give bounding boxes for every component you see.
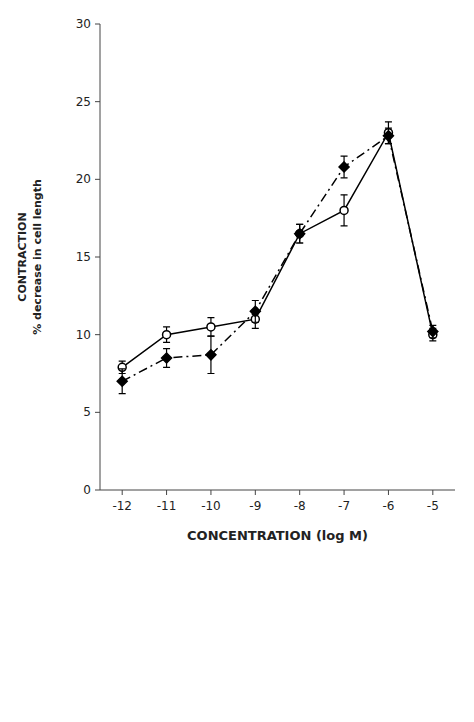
point-marker <box>250 306 260 316</box>
error-bar-cap <box>163 342 170 343</box>
point-marker <box>206 350 216 360</box>
point-marker <box>428 327 438 337</box>
y-tick-label: 15 <box>76 250 91 264</box>
error-bar-cap <box>252 328 259 329</box>
y-tick <box>95 101 100 102</box>
error-bar-cap <box>119 393 126 394</box>
y-tick-label: 5 <box>83 405 91 419</box>
error-bar-cap <box>119 368 126 369</box>
error-bar-cap <box>207 336 214 337</box>
error-bar-cap <box>341 177 348 178</box>
point-marker <box>117 376 127 386</box>
y-tick <box>95 24 100 25</box>
error-bar-cap <box>385 121 392 122</box>
y-tick-label: 20 <box>76 172 91 186</box>
error-bar-cap <box>119 360 126 361</box>
y-tick <box>95 257 100 258</box>
x-tick <box>344 490 345 495</box>
y-tick-label: 30 <box>76 17 91 31</box>
error-bar-cap <box>296 242 303 243</box>
y-axis-label-line: % decrease in cell length <box>31 179 44 335</box>
error-bar-cap <box>296 224 303 225</box>
x-tick <box>388 490 389 495</box>
error-bar-cap <box>341 194 348 195</box>
point-marker <box>339 162 349 172</box>
series-0 <box>118 122 437 374</box>
x-tick <box>255 490 256 495</box>
error-bar-cap <box>207 373 214 374</box>
series-line <box>122 133 433 368</box>
error-bar-cap <box>385 143 392 144</box>
x-tick <box>210 490 211 495</box>
error-bar-cap <box>163 326 170 327</box>
error-bar-cap <box>163 348 170 349</box>
point-marker <box>207 323 215 331</box>
error-bar-cap <box>296 224 303 225</box>
y-tick-label: 25 <box>76 95 91 109</box>
error-bar-cap <box>207 336 214 337</box>
x-tick-label: -5 <box>427 499 439 513</box>
y-tick <box>95 412 100 413</box>
y-tick-label: 10 <box>76 328 91 342</box>
error-bar-cap <box>252 300 259 301</box>
error-bar-cap <box>341 155 348 156</box>
chart-container: 0 5 10 15 20 25 30 -12 -11 -10 -9 -8 -7 -6 -5 CONCENTRA… <box>0 0 474 722</box>
x-tick <box>122 490 123 495</box>
error-bar-cap <box>163 367 170 368</box>
series-line <box>122 136 433 381</box>
x-tick-label: -12 <box>112 499 132 513</box>
error-bar-cap <box>341 225 348 226</box>
series-1 <box>117 128 438 394</box>
x-tick <box>166 490 167 495</box>
error-bar <box>341 195 348 226</box>
axes: 0 5 10 15 20 25 30 -12 -11 -10 -9 -8 -7 -6 -5 <box>76 17 455 513</box>
point-marker <box>383 131 393 141</box>
y-axis-label-line: CONTRACTION <box>16 212 29 301</box>
error-bar-cap <box>296 242 303 243</box>
plot-marks <box>117 122 438 394</box>
x-axis-label: CONCENTRATION (log M) <box>187 528 368 543</box>
error-bar-cap <box>252 322 259 323</box>
error-bar-cap <box>385 127 392 128</box>
point-marker <box>340 206 348 214</box>
x-tick-label: -11 <box>157 499 177 513</box>
x-tick-label: -8 <box>294 499 306 513</box>
x-tick-label: -10 <box>201 499 221 513</box>
point-marker <box>162 353 172 363</box>
y-tick <box>95 490 100 491</box>
x-tick-label: -7 <box>338 499 350 513</box>
error-bar <box>207 318 214 337</box>
error-bar <box>163 327 170 343</box>
point-marker <box>296 230 304 238</box>
x-axis-line <box>100 490 455 491</box>
chart-svg: 0 5 10 15 20 25 30 -12 -11 -10 -9 -8 -7 -6 -5 CONCENTRA… <box>0 0 474 722</box>
y-tick <box>95 334 100 335</box>
y-tick-label: 0 <box>83 483 91 497</box>
error-bar-cap <box>207 317 214 318</box>
x-tick-label: -9 <box>249 499 261 513</box>
point-marker <box>295 229 305 239</box>
y-axis-label: CONTRACTION% decrease in cell length <box>16 179 44 335</box>
x-tick-label: -6 <box>382 499 394 513</box>
error-bar-cap <box>385 143 392 144</box>
x-tick <box>299 490 300 495</box>
y-tick <box>95 179 100 180</box>
x-tick <box>432 490 433 495</box>
error-bar-cap <box>429 340 436 341</box>
point-marker <box>163 331 171 339</box>
